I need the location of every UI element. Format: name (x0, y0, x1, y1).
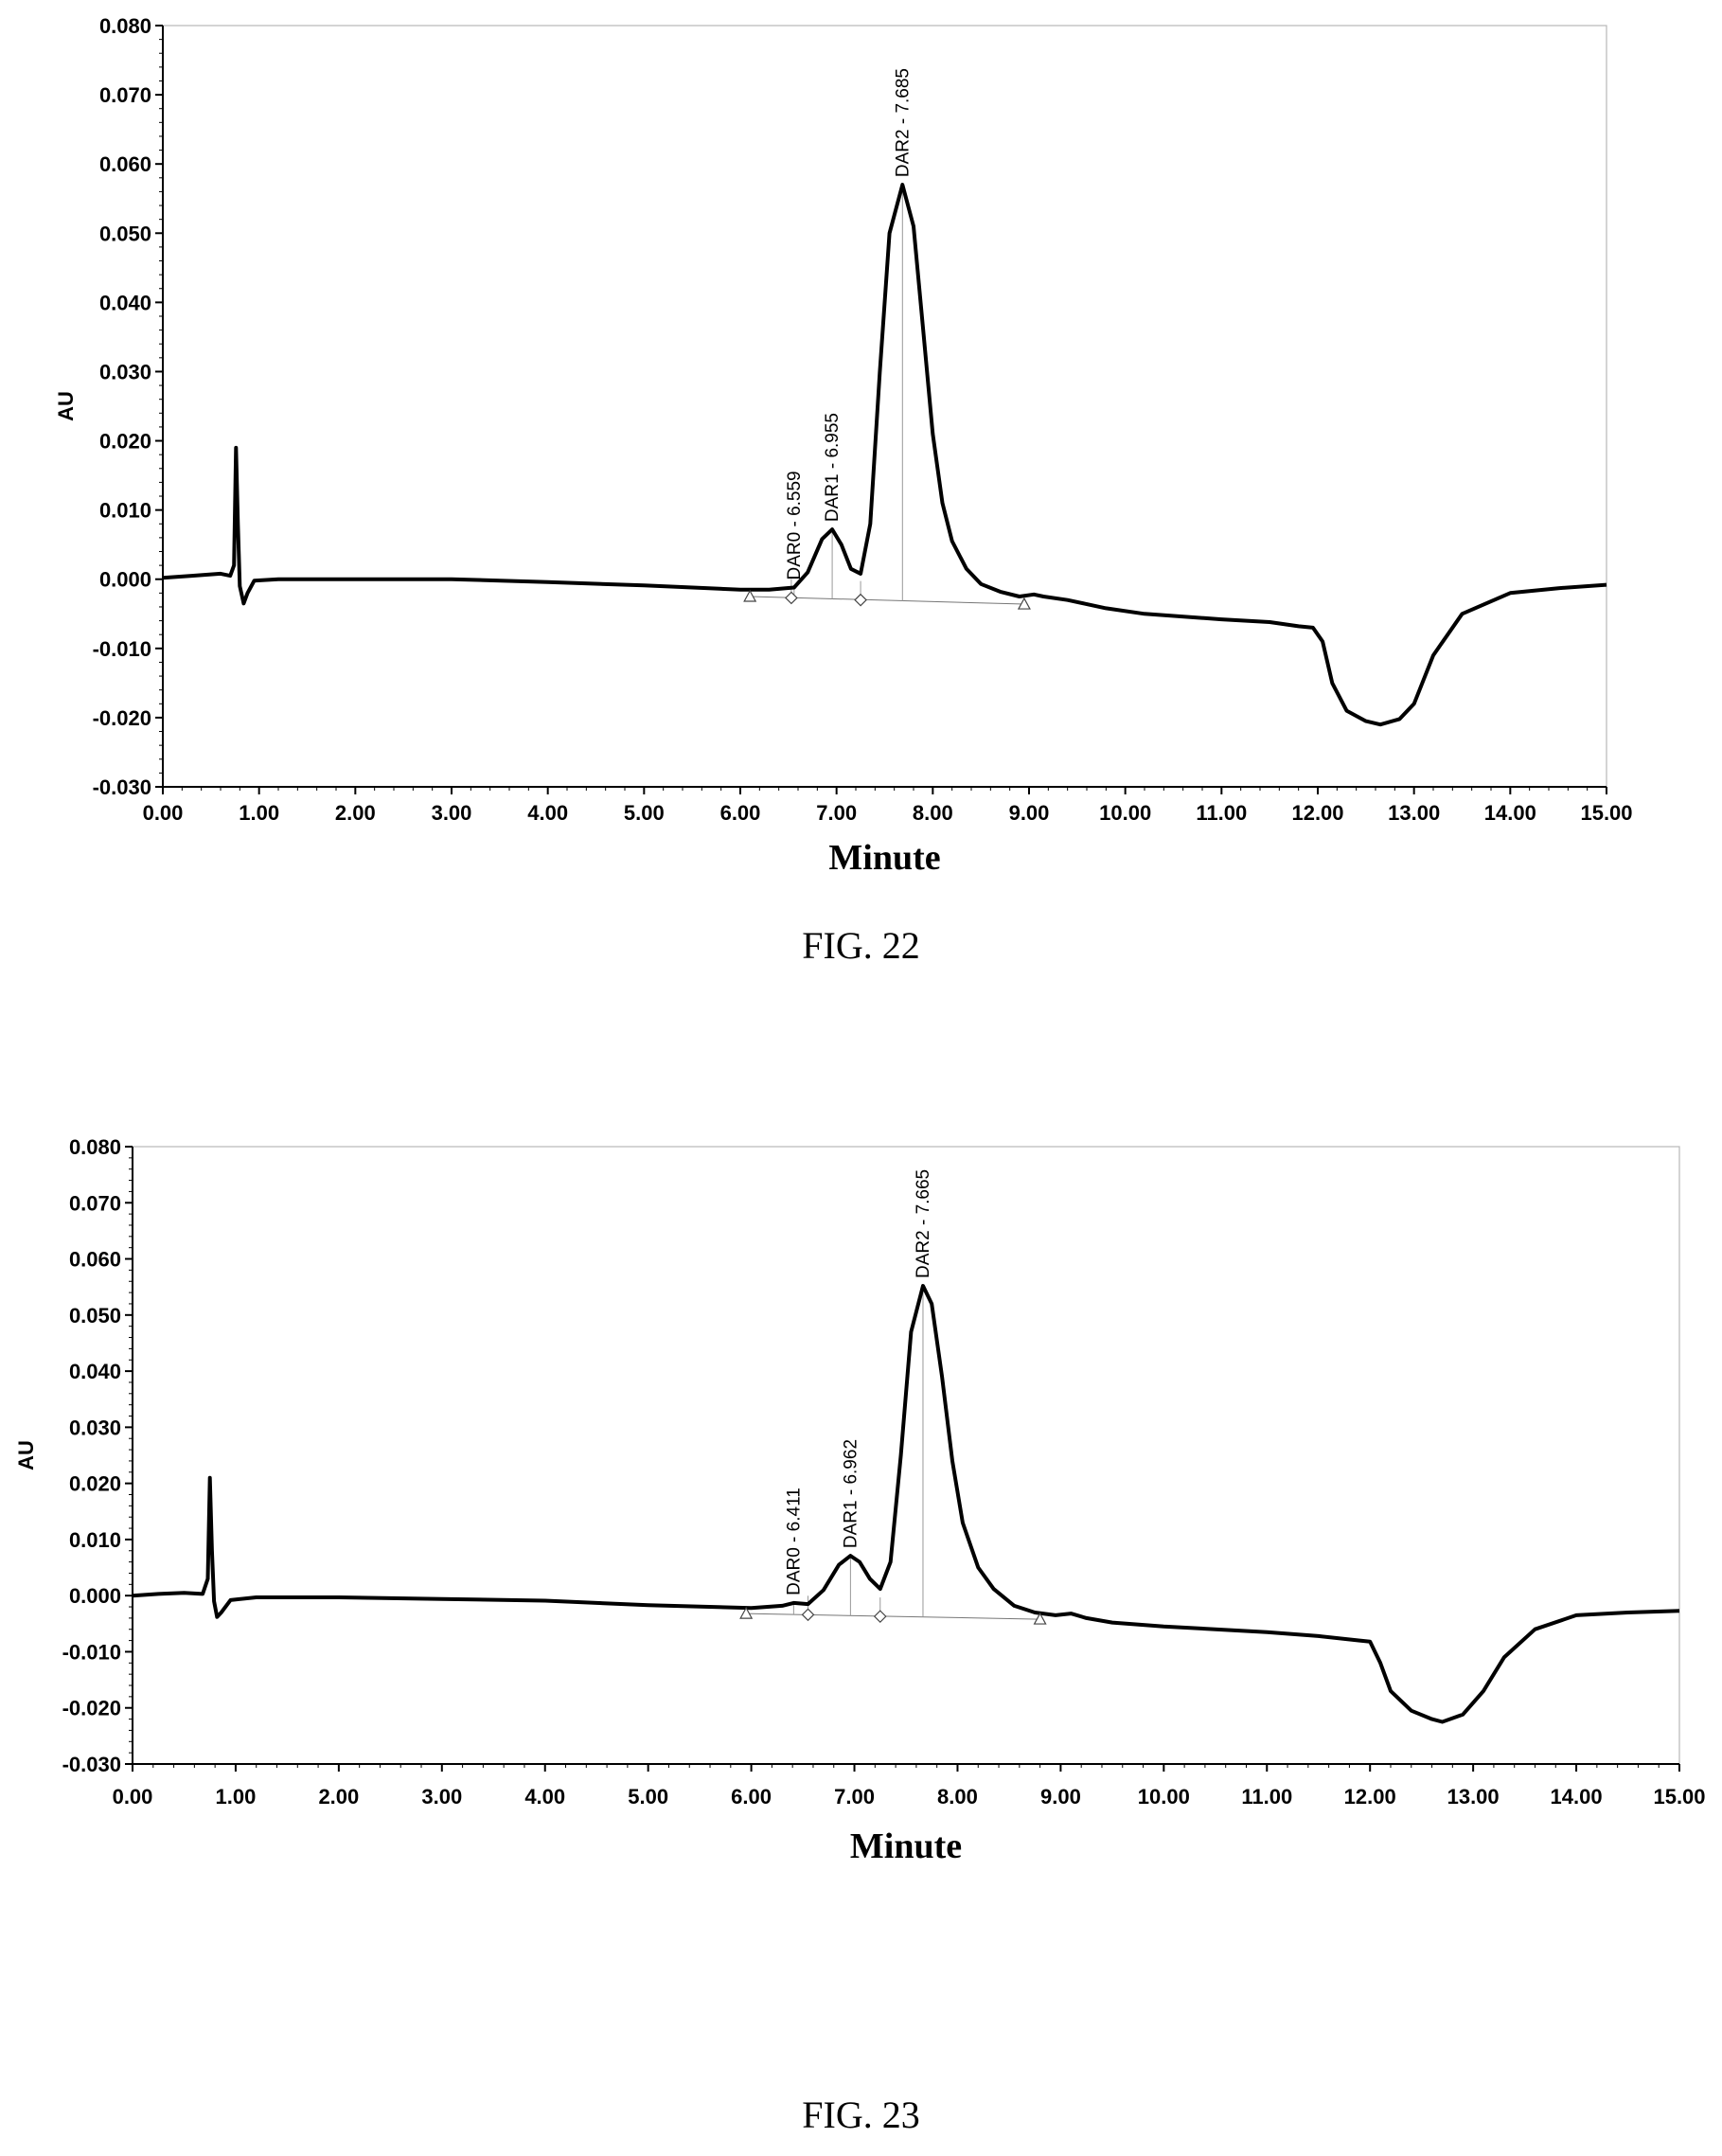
x-tick-label: 13.00 (1447, 1785, 1500, 1809)
x-tick-label: 7.00 (834, 1785, 875, 1809)
x-tick-label: 13.00 (1388, 801, 1440, 825)
y-tick-label: -0.020 (62, 1697, 121, 1720)
x-tick-label: 2.00 (335, 801, 376, 825)
y-tick-label: -0.030 (62, 1753, 121, 1776)
x-tick-label: 8.00 (913, 801, 953, 825)
x-tick-label: 12.00 (1291, 801, 1343, 825)
figure-caption: FIG. 22 (802, 924, 920, 967)
figure-23: 0.080 0.070 0.060 0.050 0.040 0.030 0.020 0.010… (0, 1079, 1722, 2156)
y-tick-label: 0.010 (99, 499, 151, 523)
plot-frame (162, 25, 1607, 788)
y-tick-label: -0.030 (93, 775, 151, 799)
chromatogram-trace (162, 183, 1607, 727)
x-tick-label: 6.00 (720, 801, 761, 825)
valley-marker (854, 593, 867, 607)
peak-label: DAR2 - 7.685 (893, 68, 913, 177)
figure-22: 0.080 0.070 0.060 0.050 0.040 0.030 0.020 0.010… (54, 14, 1633, 967)
peak-label: DAR0 - 6.559 (785, 471, 805, 579)
y-tick-label: 0.030 (99, 360, 151, 383)
y-tick-label: 0.000 (69, 1584, 121, 1608)
x-tick-label: 12.00 (1344, 1785, 1396, 1809)
x-tick-label: 3.00 (421, 1785, 462, 1809)
x-axis-title: Minute (828, 838, 940, 878)
y-tick-label: 0.040 (99, 291, 151, 314)
peak-label: DAR1 - 6.955 (823, 413, 843, 522)
x-tick-label: 15.00 (1580, 801, 1632, 825)
x-tick-label: 11.00 (1241, 1785, 1292, 1809)
peak-start-end-marker (743, 589, 757, 602)
x-tick-label: 5.00 (628, 1785, 668, 1809)
x-tick-label: 8.00 (937, 1785, 978, 1809)
y-tick-label: -0.010 (93, 637, 151, 661)
y-tick-label: 0.050 (69, 1304, 121, 1327)
peak-start-end-marker (1017, 597, 1031, 610)
valley-marker (801, 1608, 815, 1622)
peak-start-end-marker (1033, 1612, 1047, 1625)
integration-baseline (746, 1613, 1040, 1620)
x-tick-label: 0.00 (143, 801, 184, 825)
peak-label: DAR0 - 6.411 (784, 1488, 804, 1595)
y-tick-label: 0.040 (69, 1360, 121, 1383)
y-tick-label: 0.080 (69, 1135, 121, 1159)
valley-marker (873, 1610, 887, 1623)
x-tick-label: 4.00 (527, 801, 568, 825)
y-tick-label: 0.060 (99, 152, 151, 176)
peak-start-end-marker (739, 1606, 754, 1619)
x-tick-label: 15.00 (1653, 1785, 1705, 1809)
y-tick-label: 0.070 (69, 1191, 121, 1215)
x-tick-label: 4.00 (524, 1785, 565, 1809)
plot-frame (132, 1146, 1680, 1765)
chromatogram-trace (132, 1284, 1680, 1724)
peak-label: DAR1 - 6.962 (841, 1439, 861, 1548)
x-tick-label: 14.00 (1551, 1785, 1603, 1809)
x-tick-label: 14.00 (1484, 801, 1536, 825)
x-tick-label: 11.00 (1196, 801, 1247, 825)
y-axis-title: AU (54, 391, 78, 421)
y-axis-title: AU (14, 1440, 38, 1470)
y-tick-label: 0.060 (69, 1248, 121, 1272)
valley-marker (785, 591, 798, 605)
x-tick-label: 1.00 (216, 1785, 257, 1809)
x-tick-label: 9.00 (1009, 801, 1050, 825)
y-tick-label: -0.020 (93, 706, 151, 730)
x-tick-label: 9.00 (1040, 1785, 1081, 1809)
y-tick-label: 0.030 (69, 1416, 121, 1439)
x-tick-label: 10.00 (1138, 1785, 1190, 1809)
x-tick-label: 5.00 (624, 801, 665, 825)
y-tick-label: 0.080 (99, 14, 151, 38)
chromatogram-chart: 0.080 0.070 0.060 0.050 0.040 0.030 0.020 0.010… (14, 1135, 1706, 1866)
x-tick-label: 0.00 (113, 1785, 153, 1809)
x-axis-title: Minute (850, 1826, 962, 1866)
y-tick-label: 0.050 (99, 222, 151, 245)
y-tick-label: 0.070 (99, 83, 151, 107)
y-tick-label: -0.010 (62, 1640, 121, 1664)
y-tick-label: 0.010 (69, 1528, 121, 1552)
x-tick-label: 10.00 (1099, 801, 1151, 825)
figure-caption: FIG. 23 (802, 2094, 920, 2136)
peak-label: DAR2 - 7.665 (914, 1169, 933, 1278)
y-tick-label: 0.020 (69, 1472, 121, 1496)
x-tick-label: 7.00 (816, 801, 857, 825)
y-tick-label: 0.020 (99, 430, 151, 454)
x-tick-label: 1.00 (239, 801, 279, 825)
y-tick-label: 0.000 (99, 568, 151, 592)
x-tick-label: 3.00 (432, 801, 472, 825)
chromatogram-chart: 0.080 0.070 0.060 0.050 0.040 0.030 0.020 0.010… (54, 14, 1633, 878)
x-tick-label: 6.00 (731, 1785, 772, 1809)
x-tick-label: 2.00 (318, 1785, 359, 1809)
